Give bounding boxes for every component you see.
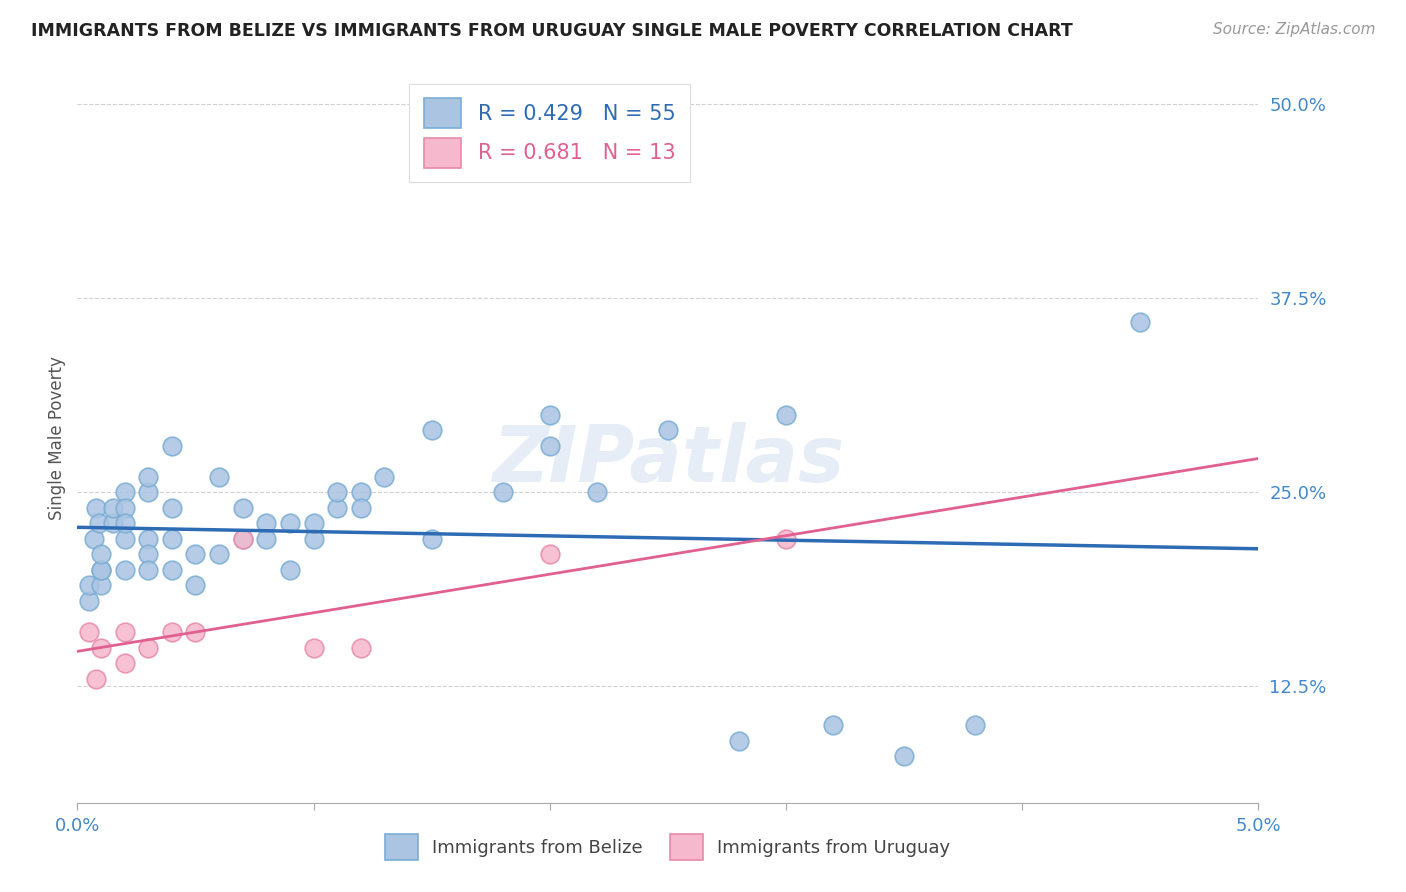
Point <box>420 532 443 546</box>
Point <box>302 532 325 546</box>
Point <box>232 532 254 546</box>
Text: ZIPatlas: ZIPatlas <box>492 422 844 498</box>
Point <box>208 470 231 484</box>
Point <box>160 563 183 577</box>
Point <box>420 423 443 437</box>
Point <box>538 439 561 453</box>
Point <box>350 640 373 655</box>
Point <box>160 439 183 453</box>
Point <box>538 548 561 562</box>
Point <box>90 548 112 562</box>
Point <box>84 672 107 686</box>
Point <box>302 640 325 655</box>
Point <box>136 640 159 655</box>
Point <box>823 718 845 732</box>
Point <box>184 548 207 562</box>
Point <box>657 423 679 437</box>
Point <box>350 500 373 515</box>
Point <box>727 733 749 747</box>
Point <box>90 563 112 577</box>
Point <box>77 578 100 592</box>
Point <box>350 485 373 500</box>
Point <box>114 532 136 546</box>
Point <box>77 625 100 640</box>
Point <box>208 548 231 562</box>
Point <box>775 408 797 422</box>
Text: Source: ZipAtlas.com: Source: ZipAtlas.com <box>1212 22 1375 37</box>
Point <box>302 516 325 531</box>
Point <box>90 563 112 577</box>
Point <box>160 625 183 640</box>
Point <box>775 532 797 546</box>
Point <box>586 485 609 500</box>
Point <box>136 485 159 500</box>
Point <box>90 578 112 592</box>
Y-axis label: Single Male Poverty: Single Male Poverty <box>48 356 66 520</box>
Point <box>491 485 513 500</box>
Point <box>893 749 915 764</box>
Point <box>136 548 159 562</box>
Point <box>373 470 395 484</box>
Point <box>114 500 136 515</box>
Point <box>326 500 349 515</box>
Point <box>114 563 136 577</box>
Text: IMMIGRANTS FROM BELIZE VS IMMIGRANTS FROM URUGUAY SINGLE MALE POVERTY CORRELATIO: IMMIGRANTS FROM BELIZE VS IMMIGRANTS FRO… <box>31 22 1073 40</box>
Point <box>160 532 183 546</box>
Point <box>1129 314 1152 328</box>
Point <box>101 500 124 515</box>
Point <box>160 500 183 515</box>
Point <box>84 500 107 515</box>
Point <box>278 516 301 531</box>
Point <box>114 485 136 500</box>
Point <box>114 625 136 640</box>
Point <box>232 532 254 546</box>
Point <box>87 516 110 531</box>
Point <box>254 532 277 546</box>
Point <box>136 470 159 484</box>
Point <box>184 625 207 640</box>
Point <box>114 656 136 670</box>
Point <box>278 563 301 577</box>
Point <box>136 532 159 546</box>
Point <box>232 500 254 515</box>
Point <box>326 485 349 500</box>
Point <box>83 532 105 546</box>
Point <box>184 578 207 592</box>
Point <box>254 516 277 531</box>
Point <box>101 516 124 531</box>
Legend: Immigrants from Belize, Immigrants from Uruguay: Immigrants from Belize, Immigrants from … <box>378 827 957 867</box>
Point <box>114 516 136 531</box>
Point <box>90 640 112 655</box>
Point <box>77 594 100 608</box>
Point <box>136 563 159 577</box>
Point <box>963 718 986 732</box>
Point <box>538 408 561 422</box>
